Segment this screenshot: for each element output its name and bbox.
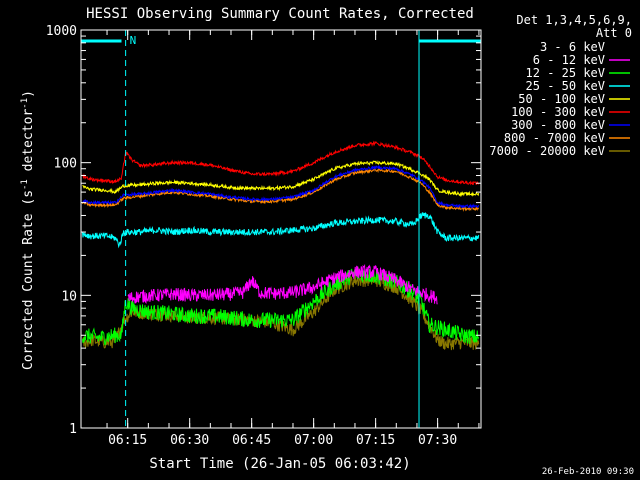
footer-date: 26-Feb-2010 09:30 bbox=[542, 467, 634, 477]
y-axis-label-mid: detector bbox=[21, 109, 36, 180]
legend-label: 25 - 50 keV bbox=[526, 79, 605, 93]
plot-frame bbox=[80, 29, 482, 429]
x-tick-label: 06:45 bbox=[232, 433, 271, 448]
night-flag-label: N bbox=[130, 34, 137, 47]
legend-header-2: Att 0 bbox=[596, 26, 632, 40]
y-axis-label-main: Corrected Count Rate (s bbox=[21, 190, 36, 370]
series-line-4 bbox=[82, 160, 480, 198]
x-tick-label: 07:00 bbox=[294, 433, 333, 448]
legend-label: 800 - 7000 keV bbox=[504, 131, 605, 145]
series-line-1 bbox=[127, 263, 438, 305]
x-tick-label: 07:30 bbox=[418, 433, 457, 448]
series-line-2 bbox=[82, 266, 480, 346]
legend-header-1: Det 1,3,4,5,6,9, bbox=[516, 13, 632, 27]
legend-label: 3 - 6 keV bbox=[540, 40, 605, 54]
legend-label: 6 - 12 keV bbox=[533, 53, 605, 67]
series-line-0 bbox=[127, 280, 438, 429]
y-tick-label: 100 bbox=[54, 157, 77, 172]
y-tick-label: 10 bbox=[61, 289, 77, 304]
y-axis-label-end: ) bbox=[21, 90, 36, 98]
series-line-6 bbox=[82, 164, 480, 209]
y-axis-label-sup1: -1 bbox=[20, 179, 30, 190]
legend-label: 12 - 25 keV bbox=[526, 66, 605, 80]
legend-label: 50 - 100 keV bbox=[518, 92, 605, 106]
legend-label: 100 - 300 keV bbox=[511, 105, 605, 119]
y-axis-label: Corrected Count Rate (s-1 detector-1) bbox=[20, 90, 36, 370]
x-tick-label: 06:15 bbox=[108, 433, 147, 448]
x-tick-label: 07:15 bbox=[356, 433, 395, 448]
x-tick-label: 06:30 bbox=[170, 433, 209, 448]
series-line-3 bbox=[82, 212, 480, 249]
y-axis-label-sup2: -1 bbox=[20, 98, 30, 109]
y-tick-label: 1000 bbox=[46, 24, 77, 39]
legend-label: 300 - 800 keV bbox=[511, 118, 605, 132]
x-axis-label: Start Time (26-Jan-05 06:03:42) bbox=[149, 456, 410, 472]
chart-title: HESSI Observing Summary Count Rates, Cor… bbox=[86, 6, 474, 22]
y-tick-label: 1 bbox=[69, 422, 77, 437]
series-line-5 bbox=[82, 140, 480, 186]
legend-label: 7000 - 20000 keV bbox=[489, 144, 605, 158]
